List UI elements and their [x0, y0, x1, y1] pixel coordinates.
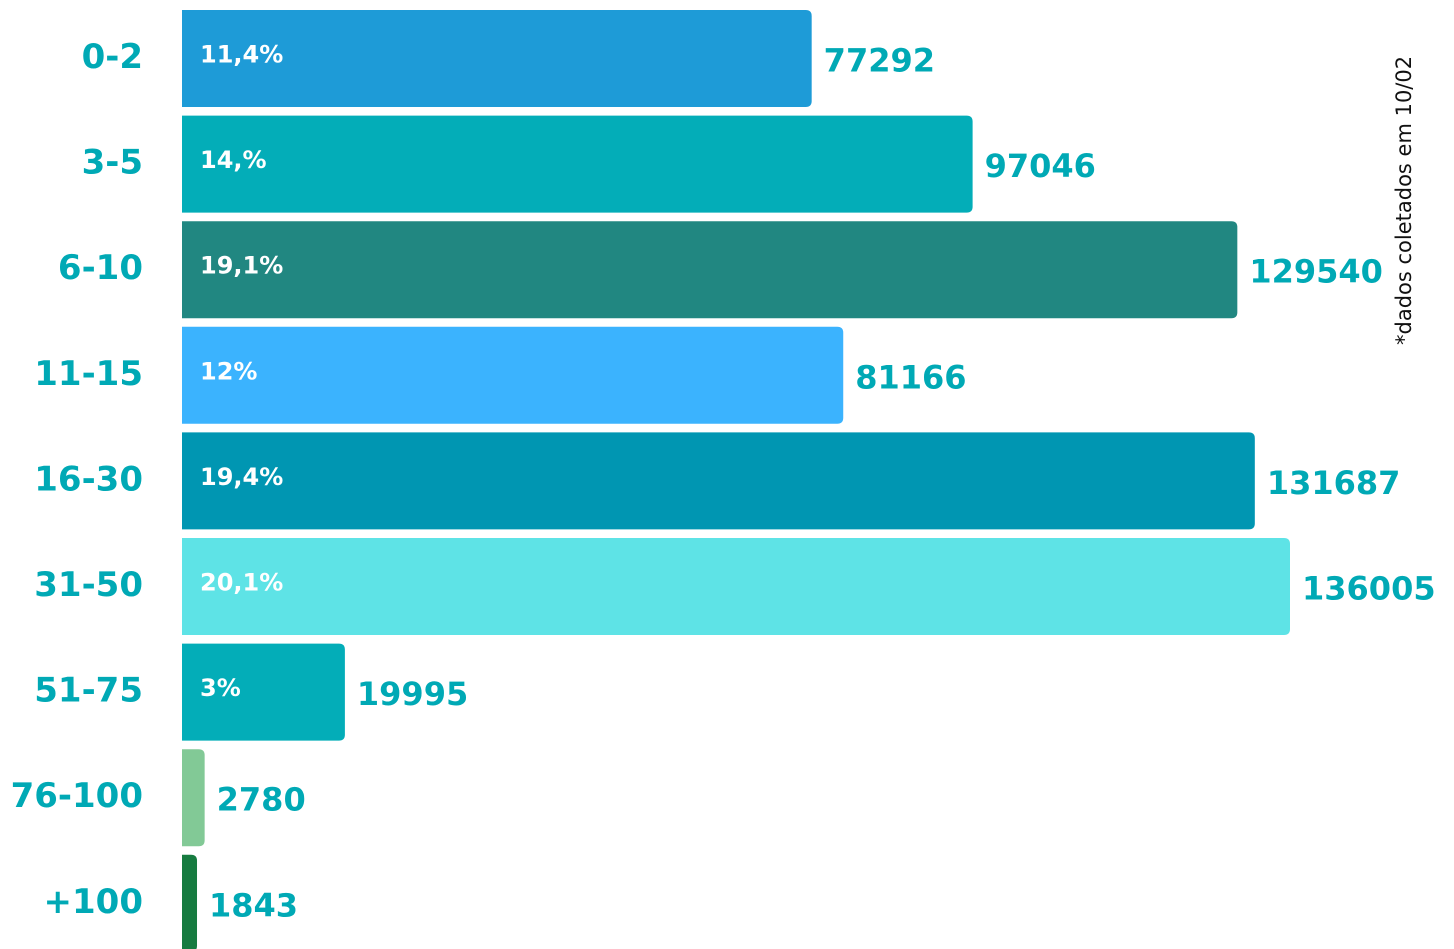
bar	[182, 10, 812, 107]
bar	[182, 538, 1290, 635]
percent-label: 3%	[200, 674, 241, 702]
value-label: 19995	[357, 675, 468, 713]
bar	[182, 643, 345, 741]
value-label: 129540	[1249, 253, 1383, 291]
bar	[182, 432, 1255, 530]
percent-label: 20,1%	[200, 569, 283, 597]
value-label: 77292	[824, 42, 935, 80]
category-label: 51-75	[34, 671, 143, 711]
value-label: 2780	[217, 781, 306, 819]
category-label: 3-5	[82, 143, 143, 183]
value-label: 1843	[209, 886, 298, 924]
category-label: 6-10	[58, 248, 143, 288]
bar	[182, 854, 198, 949]
value-label: 136005	[1302, 570, 1436, 608]
note: *dados coletados em 10/02	[1392, 56, 1416, 345]
percent-label: 12%	[200, 357, 257, 385]
value-label: 131687	[1267, 464, 1401, 502]
bar	[182, 326, 844, 424]
bar	[182, 749, 205, 847]
percent-label: 14,%	[200, 146, 267, 174]
percent-label: 19,1%	[200, 252, 283, 280]
category-label: 31-50	[34, 565, 143, 605]
value-label: 81166	[855, 358, 966, 396]
bar	[182, 115, 973, 213]
percent-label: 11,4%	[200, 41, 283, 69]
category-label: 0-2	[82, 37, 143, 77]
bar	[182, 221, 1238, 319]
value-label: 97046	[985, 147, 1096, 185]
category-label: 16-30	[34, 459, 143, 499]
category-label: 76-100	[11, 776, 143, 816]
category-label: +100	[44, 882, 143, 922]
category-label: 11-15	[34, 354, 143, 394]
percent-label: 19,4%	[200, 463, 283, 491]
